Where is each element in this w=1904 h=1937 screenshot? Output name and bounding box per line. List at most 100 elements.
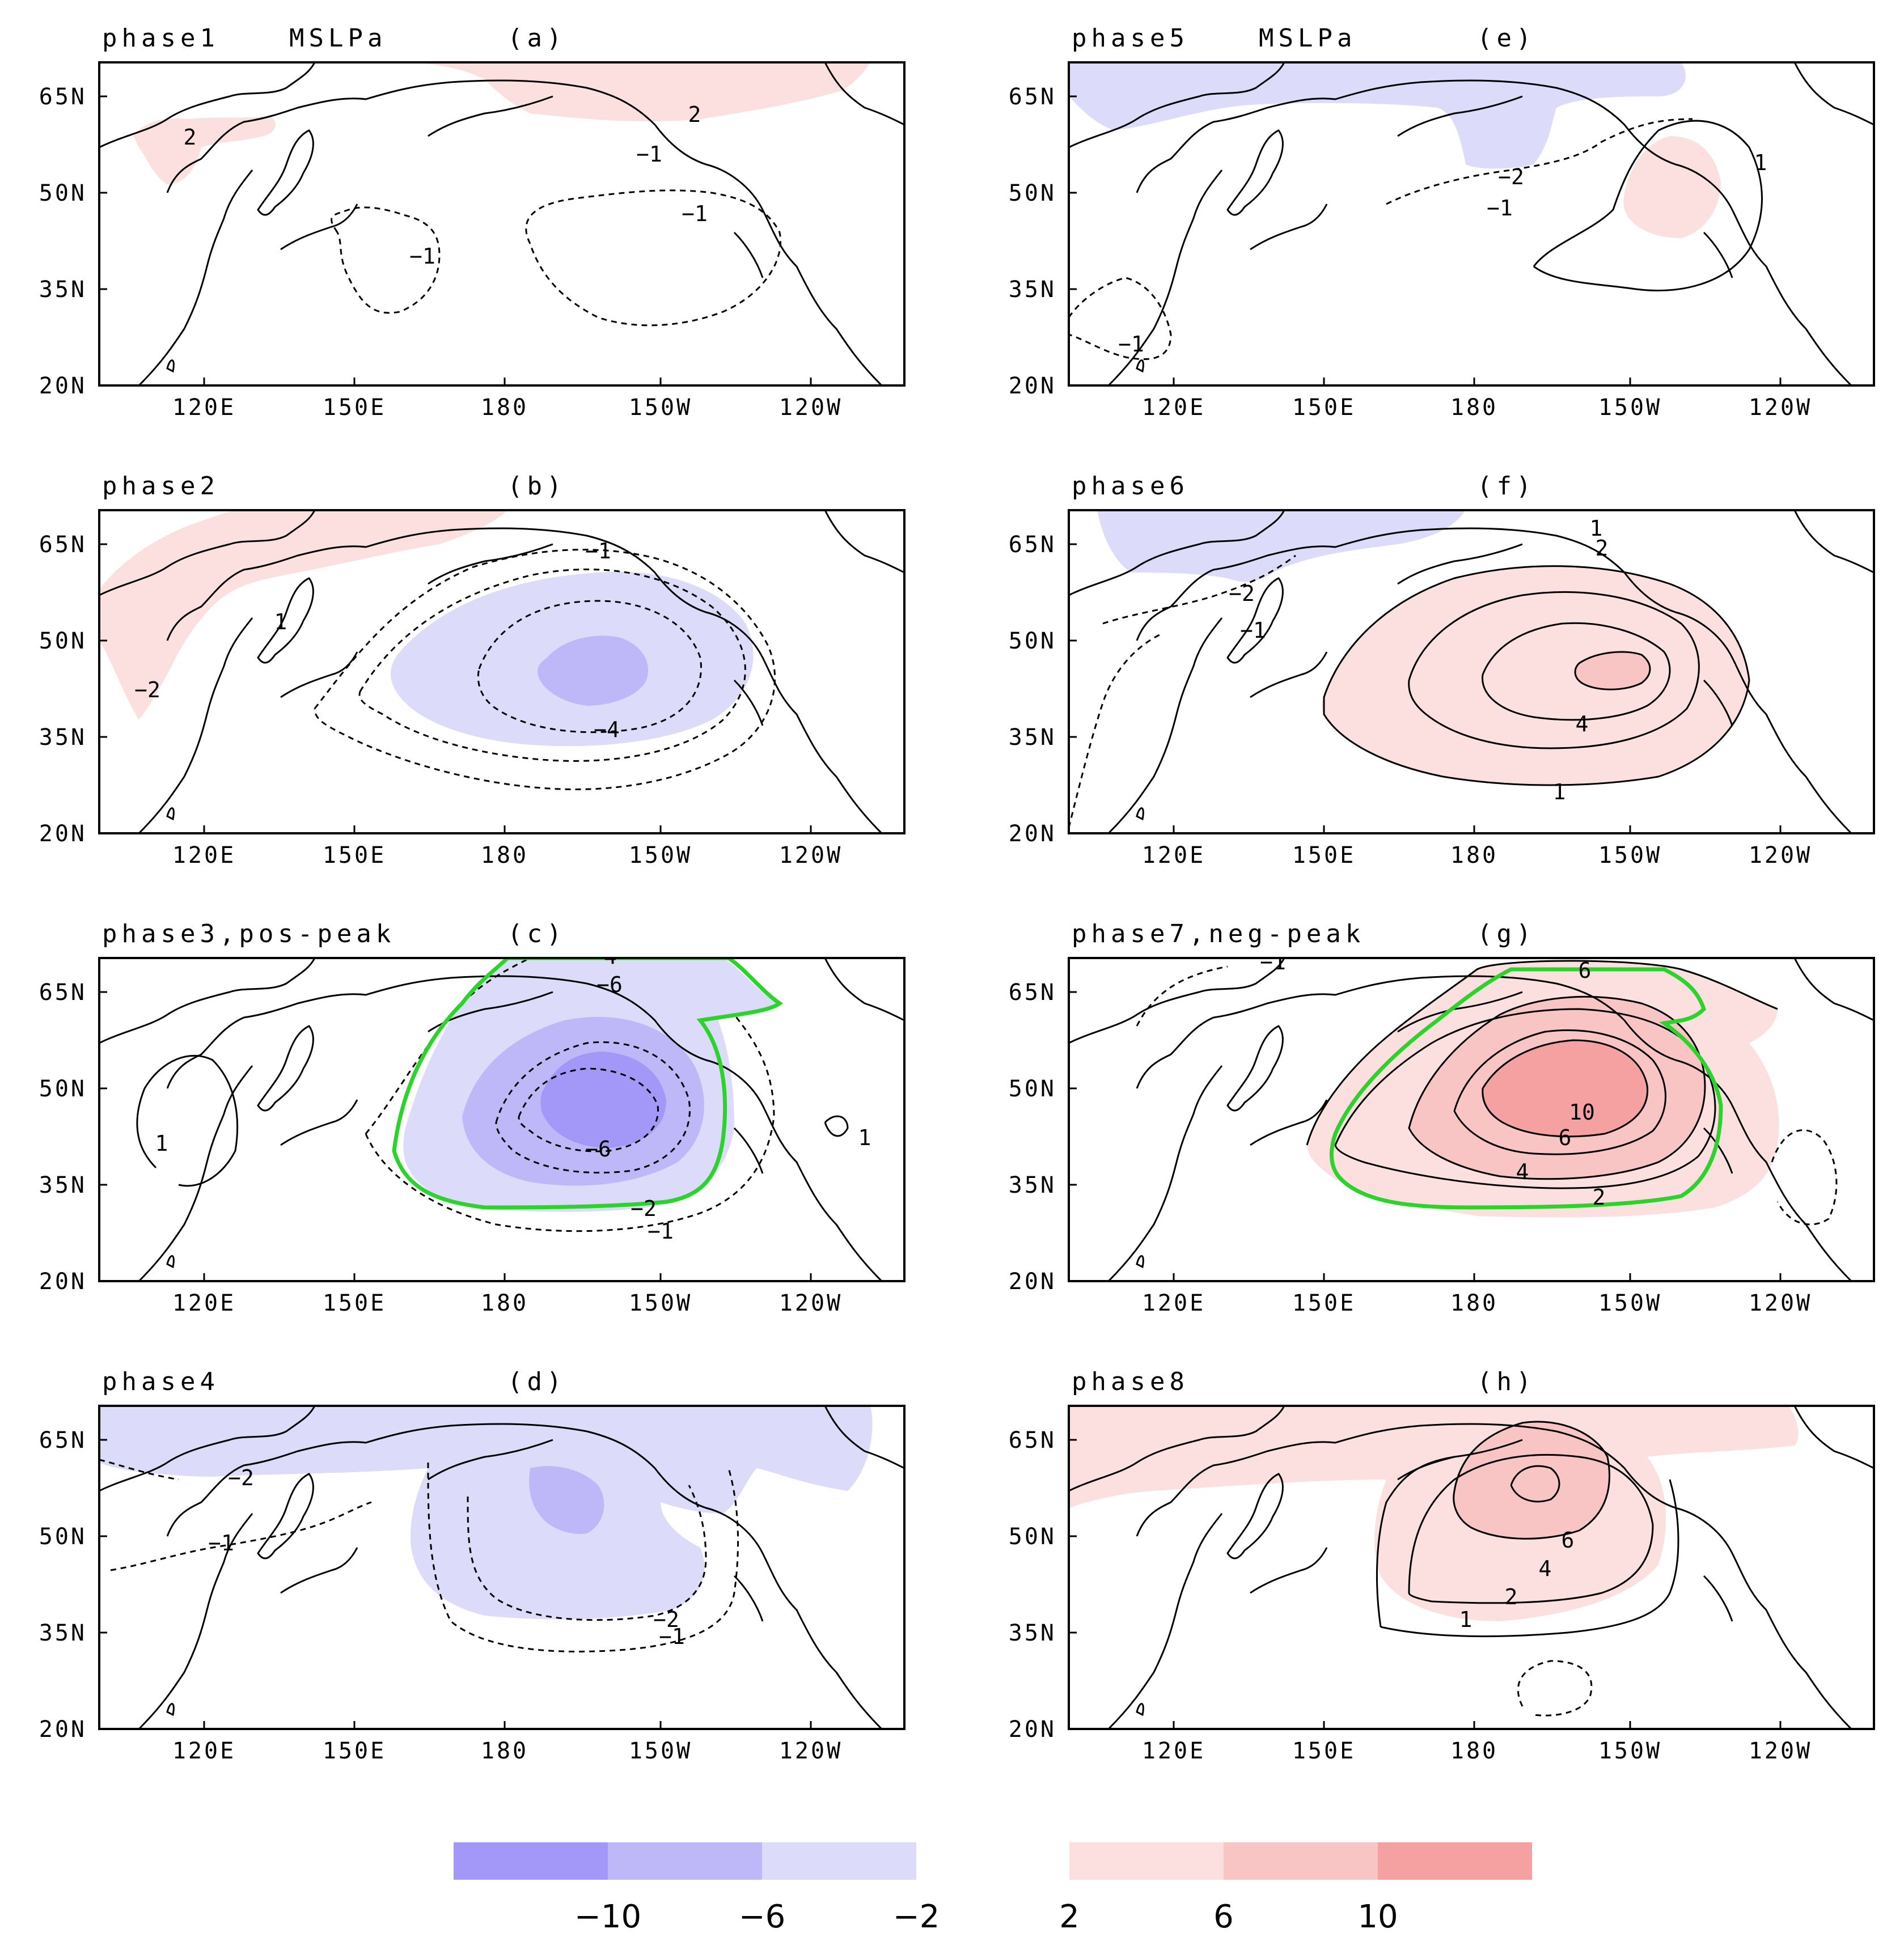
panel-g-contour-1 <box>1334 1008 1716 1189</box>
panel-e-map: −2 −1 1 −1 <box>1069 62 1874 385</box>
panel-e-contour-0 <box>1069 277 1172 361</box>
panel-a-lat-tick-3: 20N <box>39 373 87 399</box>
panel-c-contour-label-5: −2 <box>631 1196 657 1221</box>
panel-h-lat-tick-1: 50N <box>1009 1524 1056 1550</box>
panel-f-shading-2 <box>1575 652 1650 690</box>
panel-g-lon-tick-4: 120W <box>1749 1290 1812 1316</box>
panel-h-frame <box>1068 1405 1875 1730</box>
panel-b-lon-tick-0: 120E <box>172 842 236 868</box>
panel-g-shading-2 <box>1482 1040 1648 1137</box>
panel-f-lat-tick-0: 65N <box>1009 532 1056 558</box>
panel-e-contour-label-2: 1 <box>1754 150 1767 175</box>
panel-c-contour-label-0: −4 <box>591 944 617 969</box>
panel-f-contour-1 <box>1408 591 1700 749</box>
panel-h-phase-title: phase8 <box>1072 1367 1189 1396</box>
panel-c-contour-5 <box>824 1115 849 1137</box>
panel-a-phase-title: phase1 <box>102 24 219 53</box>
panel-f-contour-2 <box>1482 622 1671 721</box>
panel-f-map: 12−2−141 <box>1069 510 1874 833</box>
panel-d-lat-tick-1: 50N <box>39 1524 87 1550</box>
panel-h-contour-4 <box>1510 1465 1560 1503</box>
panel-b-lat-tick-1: 50N <box>39 628 87 654</box>
panel-g-contour-label-4: 4 <box>1516 1159 1529 1184</box>
panel-e-variable-title: MSLPa <box>1259 24 1356 53</box>
panel-a-coastline <box>99 62 904 385</box>
panel-f-lon-tick-3: 150W <box>1598 842 1662 868</box>
panel-g-lon-tick-1: 150E <box>1292 1290 1356 1316</box>
panel-a-lat-tick-1: 50N <box>39 180 87 206</box>
colorbar-swatch-pos-6 <box>1224 1842 1378 1880</box>
panel-c-frame <box>98 957 906 1282</box>
panel-h-contour-label-3: 1 <box>1459 1607 1473 1632</box>
panel-h-tag: (h) <box>1477 1367 1535 1396</box>
panel-e-contour-label-1: −1 <box>1487 196 1513 221</box>
panel-b-contour-0 <box>314 549 776 790</box>
panel-b-tag: (b) <box>507 472 566 501</box>
panel-c-lon-tick-0: 120E <box>172 1290 236 1316</box>
panel-e-lon-tick-1: 150E <box>1292 395 1356 421</box>
panel-h-contour-2 <box>1408 1453 1654 1604</box>
panel-b-shading-0 <box>99 510 507 720</box>
panel-g-frame <box>1068 957 1875 1282</box>
panel-g-contour-label-1: 6 <box>1579 958 1592 983</box>
panel-e-lat-tick-3: 20N <box>1009 373 1056 399</box>
panel-e-tag: (e) <box>1477 24 1535 53</box>
panel-b-lat-tick-3: 20N <box>39 821 87 847</box>
panel-h-contour-3 <box>1453 1421 1610 1540</box>
panel-d-contour-1 <box>110 1501 372 1571</box>
panel-e-lat-tick-1: 50N <box>1009 180 1056 206</box>
panel-b-frame <box>98 509 906 834</box>
panel-h-lat-tick-3: 20N <box>1009 1716 1056 1743</box>
panel-d-lat-tick-0: 65N <box>39 1427 87 1453</box>
panel-a-contour-1 <box>525 189 781 327</box>
panel-f-lon-tick-4: 120W <box>1749 842 1812 868</box>
panel-d-tag: (d) <box>507 1367 566 1396</box>
panel-h-lon-tick-3: 150W <box>1598 1738 1662 1764</box>
colorbar-swatch-neg-6 <box>608 1842 762 1880</box>
panel-b-lon-tick-3: 150W <box>629 842 692 868</box>
panel-e-frame <box>1068 61 1875 387</box>
panel-g-contour-label-0: −1 <box>1260 950 1286 974</box>
panel-c-contour-4 <box>136 1054 239 1187</box>
panel-g-lat-tick-0: 65N <box>1009 980 1056 1006</box>
panel-d-frame <box>98 1405 906 1730</box>
panel-f-shading-0 <box>1097 510 1466 582</box>
panel-c-contour-3 <box>518 1067 659 1152</box>
panel-f-lat-tick-2: 35N <box>1009 724 1056 751</box>
panel-b-map: −1 1 −2 −4 <box>99 510 904 833</box>
panel-b-contour-label-2: −2 <box>134 677 160 702</box>
colorbar-swatch-pos-2 <box>1069 1842 1224 1880</box>
panel-d-contour-label-3: −1 <box>659 1624 685 1649</box>
panel-b-lat-tick-0: 65N <box>39 532 87 558</box>
panel-g-contour-label-3: 6 <box>1559 1125 1572 1150</box>
panel-g-lon-tick-3: 150W <box>1598 1290 1662 1316</box>
panel-a-shading-0 <box>417 62 870 122</box>
panel-a-tag: (a) <box>507 24 566 53</box>
panel-e: phase5 MSLPa (e) −2 −1 1 −1 120E 150E 180 150W 120W… <box>1009 24 1875 421</box>
panel-a-lon-tick-1: 150E <box>323 395 386 421</box>
panel-f-contour-label-4: 4 <box>1576 711 1589 736</box>
panel-f-lat-tick-3: 20N <box>1009 821 1056 847</box>
panel-g-lon-tick-2: 180 <box>1450 1290 1498 1316</box>
panel-c-lat-tick-1: 50N <box>39 1076 87 1102</box>
panel-e-contour-1 <box>1386 118 1693 205</box>
panel-c-significance-contour <box>392 958 784 1210</box>
panel-c-contour-label-4: 1 <box>858 1125 871 1150</box>
panel-f-contour-label-1: 2 <box>1596 536 1609 561</box>
panel-c-map: −4 −6 −6 1 1 −2−1 <box>99 944 904 1281</box>
panel-e-lat-tick-2: 35N <box>1009 277 1056 303</box>
colorbar-swatch-pos-10 <box>1378 1842 1532 1880</box>
panel-a-lon-tick-2: 180 <box>481 395 528 421</box>
panel-c-contour-1 <box>365 1014 775 1232</box>
panel-g-contour-label-2: 10 <box>1569 1100 1595 1125</box>
panel-a-contour-label-2: −1 <box>636 142 662 167</box>
panel-b-contour-label-3: −4 <box>594 717 620 742</box>
panel-c-lat-tick-3: 20N <box>39 1269 87 1295</box>
panel-d-lon-tick-4: 120W <box>779 1738 843 1764</box>
panel-e-lon-tick-0: 120E <box>1142 395 1205 421</box>
panel-f-contour-4 <box>1069 634 1160 828</box>
panel-g-contour-6 <box>1771 1129 1838 1226</box>
